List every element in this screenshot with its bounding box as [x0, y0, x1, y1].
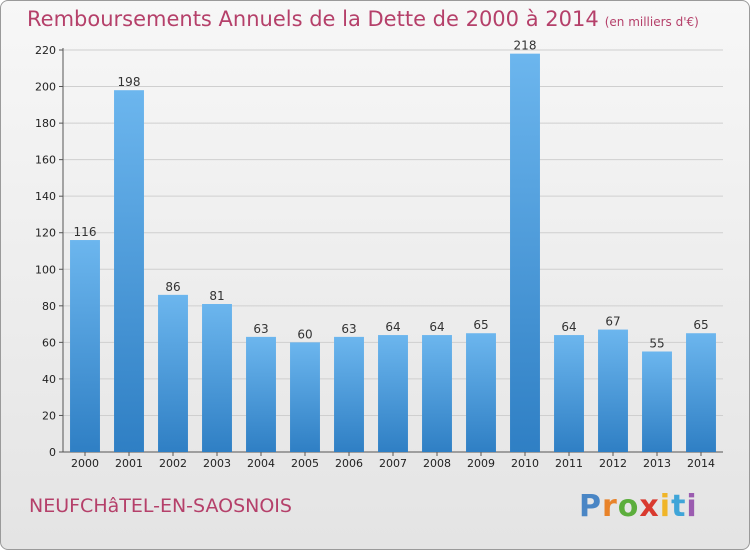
- chart-title-text: Remboursements Annuels de la Dette de 20…: [27, 7, 599, 31]
- bar-value-label: 63: [253, 322, 268, 336]
- bar: [290, 342, 320, 452]
- x-tick-label: 2010: [511, 457, 539, 470]
- bar: [510, 53, 540, 453]
- x-tick-label: 2002: [159, 457, 187, 470]
- x-tick-label: 2014: [687, 457, 715, 470]
- bar: [598, 329, 628, 452]
- bar-value-label: 67: [605, 315, 620, 329]
- chart-title: Remboursements Annuels de la Dette de 20…: [27, 7, 699, 31]
- y-tick-label: 180: [35, 117, 56, 130]
- bar: [246, 336, 276, 452]
- y-tick-label: 160: [35, 154, 56, 167]
- x-tick-label: 2007: [379, 457, 407, 470]
- logo-letter: r: [602, 489, 618, 524]
- bar-value-label: 60: [297, 327, 312, 341]
- x-tick-label: 2011: [555, 457, 583, 470]
- logo-letter: P: [579, 489, 602, 524]
- commune-name: NEUFCHâTEL-EN-SAOSNOIS: [29, 495, 292, 517]
- bar-value-label: 64: [429, 320, 444, 334]
- y-tick-label: 220: [35, 44, 56, 57]
- bar: [642, 351, 672, 452]
- bar: [114, 90, 144, 452]
- x-tick-label: 2000: [71, 457, 99, 470]
- y-tick-label: 120: [35, 227, 56, 240]
- y-tick-label: 40: [42, 373, 56, 386]
- x-tick-label: 2008: [423, 457, 451, 470]
- x-tick-label: 2003: [203, 457, 231, 470]
- bar: [70, 240, 100, 452]
- bar: [554, 335, 584, 452]
- proxiti-logo: Proxiti: [579, 489, 698, 524]
- x-tick-label: 2009: [467, 457, 495, 470]
- bar-value-label: 198: [118, 75, 141, 89]
- bar-value-label: 64: [385, 320, 400, 334]
- x-tick-label: 2006: [335, 457, 363, 470]
- bar-value-label: 218: [514, 39, 537, 53]
- x-tick-label: 2012: [599, 457, 627, 470]
- bar-value-label: 116: [74, 225, 97, 239]
- x-tick-label: 2001: [115, 457, 143, 470]
- y-tick-label: 60: [42, 336, 56, 349]
- bar-value-label: 81: [209, 289, 224, 303]
- y-tick-label: 100: [35, 263, 56, 276]
- logo-letter: o: [617, 489, 640, 524]
- logo-letter: t: [671, 489, 687, 524]
- bar-value-label: 65: [693, 318, 708, 332]
- bar-value-label: 86: [165, 280, 180, 294]
- x-tick-label: 2013: [643, 457, 671, 470]
- logo-letter: i: [686, 489, 698, 524]
- x-tick-label: 2005: [291, 457, 319, 470]
- logo-letter: i: [659, 489, 672, 524]
- bar-value-label: 65: [473, 318, 488, 332]
- x-tick-label: 2004: [247, 457, 275, 470]
- y-tick-label: 20: [42, 409, 56, 422]
- bar: [686, 333, 716, 452]
- bar: [378, 335, 408, 452]
- chart-unit: (en milliers d'€): [604, 15, 699, 29]
- bar: [158, 294, 188, 452]
- bar: [422, 335, 452, 452]
- bar-value-label: 63: [341, 322, 356, 336]
- logo-letter: x: [639, 489, 660, 524]
- y-tick-label: 200: [35, 81, 56, 94]
- bar: [202, 303, 232, 452]
- y-tick-label: 80: [42, 300, 56, 313]
- bar-value-label: 55: [649, 337, 664, 351]
- bar: [334, 336, 364, 452]
- y-tick-label: 0: [49, 446, 56, 459]
- bar-value-label: 64: [561, 320, 576, 334]
- y-tick-label: 140: [35, 190, 56, 203]
- bar: [466, 333, 496, 452]
